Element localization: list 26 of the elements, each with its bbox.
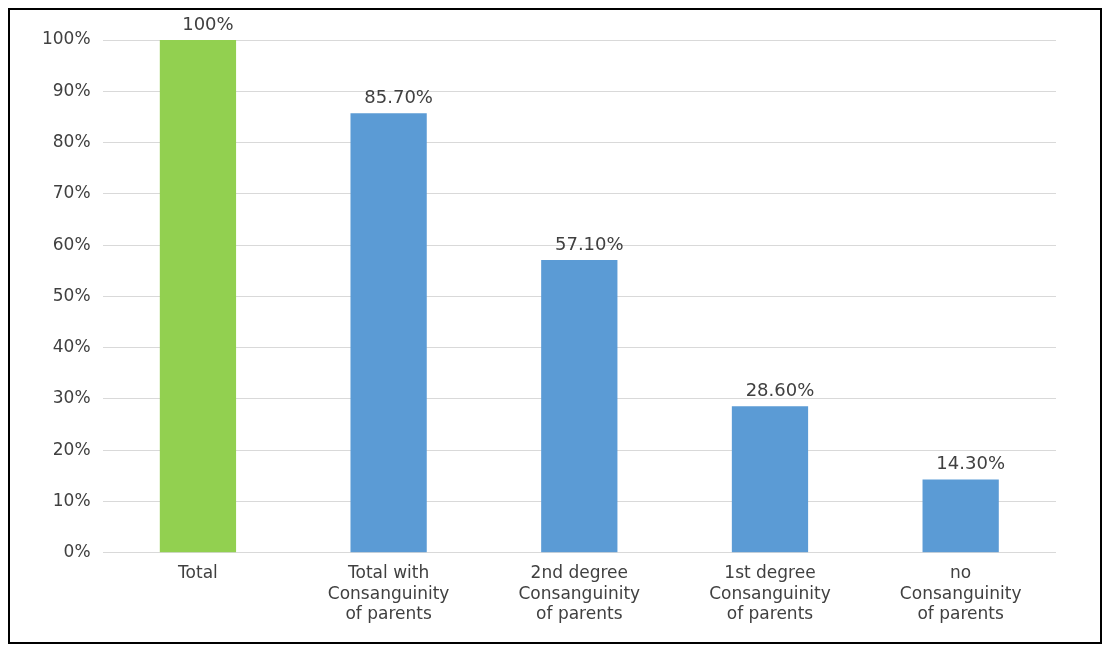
bar	[159, 40, 237, 553]
bar	[350, 113, 427, 553]
y-tick-label: 70%	[52, 182, 91, 203]
x-tick-label: 1st degree Consanguinity of parents	[709, 562, 831, 624]
y-tick-label: 20%	[52, 438, 91, 459]
x-tick-label: Total with Consanguinity of parents	[327, 562, 450, 624]
y-tick-label: 10%	[52, 489, 91, 510]
y-tick-label: 40%	[52, 336, 91, 357]
x-tick-label: Total	[177, 562, 218, 583]
y-tick-label: 50%	[52, 284, 91, 305]
bar	[922, 479, 999, 553]
data-label: 85.70%	[364, 86, 433, 107]
x-tick-label: 2nd degree Consanguinity of parents	[518, 562, 641, 624]
x-tick-label: no Consanguinity of parents	[899, 562, 1022, 624]
data-label: 28.60%	[745, 378, 815, 400]
y-tick-label: 100%	[41, 28, 91, 49]
y-tick-label: 90%	[52, 79, 91, 100]
y-tick-label: 30%	[52, 387, 91, 408]
data-label: 57.10%	[554, 232, 624, 254]
bar	[731, 406, 809, 553]
data-label: 14.30%	[936, 452, 1005, 474]
data-label: 100%	[182, 12, 234, 34]
y-tick-label: 0%	[63, 541, 91, 562]
bar	[541, 259, 618, 553]
y-tick-label: 60%	[52, 233, 91, 254]
y-tick-label: 80%	[52, 130, 91, 151]
